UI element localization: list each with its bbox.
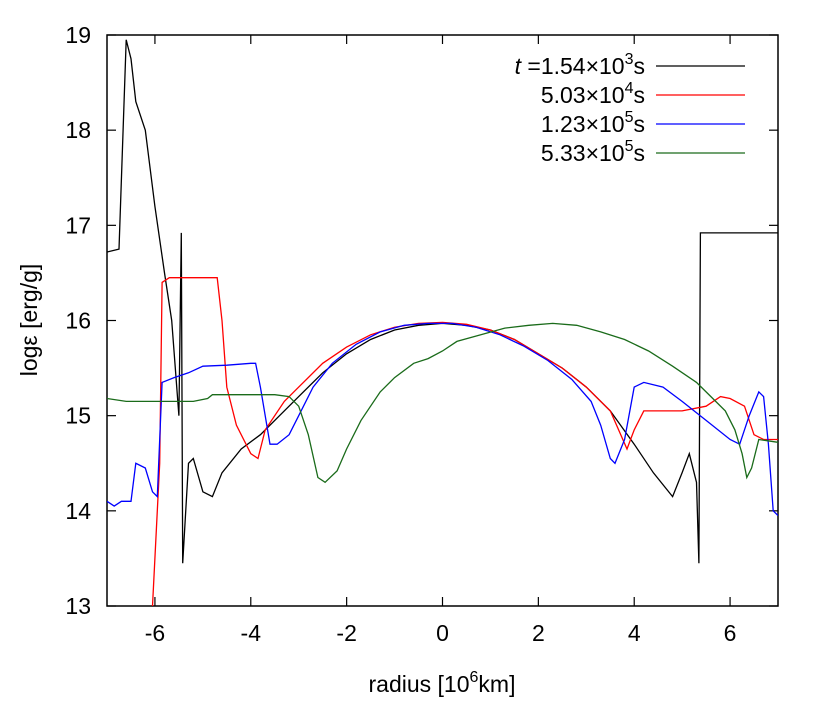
series-line-3 — [107, 322, 778, 517]
legend-label-1: t =1.54×103s — [515, 51, 645, 79]
x-axis-label-sup: 6 — [470, 669, 479, 686]
plot-frame — [106, 34, 779, 607]
y-axis-label: logε [erg/g] — [16, 264, 42, 377]
x-tick-label: 6 — [724, 620, 737, 646]
series-line-1 — [107, 39, 778, 564]
x-axis-label: radius [106km] — [369, 669, 516, 697]
y-tick-label: 18 — [65, 117, 91, 143]
x-tick-label: 0 — [436, 620, 449, 646]
x-tick-label: -2 — [336, 620, 356, 646]
series-line-2 — [151, 277, 778, 606]
series-layer — [107, 39, 778, 606]
legend-label-4: 5.33×105s — [541, 138, 645, 166]
y-tick-label: 19 — [65, 22, 91, 48]
x-tick-label: -6 — [145, 620, 165, 646]
y-tick-label: 13 — [65, 593, 91, 619]
ticks-layer: -6 -4 -2 0 2 4 6 13 14 15 16 17 18 19 — [65, 22, 778, 646]
y-tick-label: 15 — [65, 403, 91, 429]
x-tick-label: -4 — [241, 620, 262, 646]
x-tick-label: 2 — [532, 620, 545, 646]
y-tick-label: 14 — [65, 498, 91, 524]
x-tick-label: 4 — [628, 620, 641, 646]
y-tick-label: 16 — [65, 308, 91, 334]
legend-label-2: 5.03×104s — [541, 80, 645, 108]
y-tick-label: 17 — [65, 212, 91, 238]
legend-label-3: 1.23×105s — [541, 109, 645, 137]
series-line-4 — [107, 322, 778, 484]
